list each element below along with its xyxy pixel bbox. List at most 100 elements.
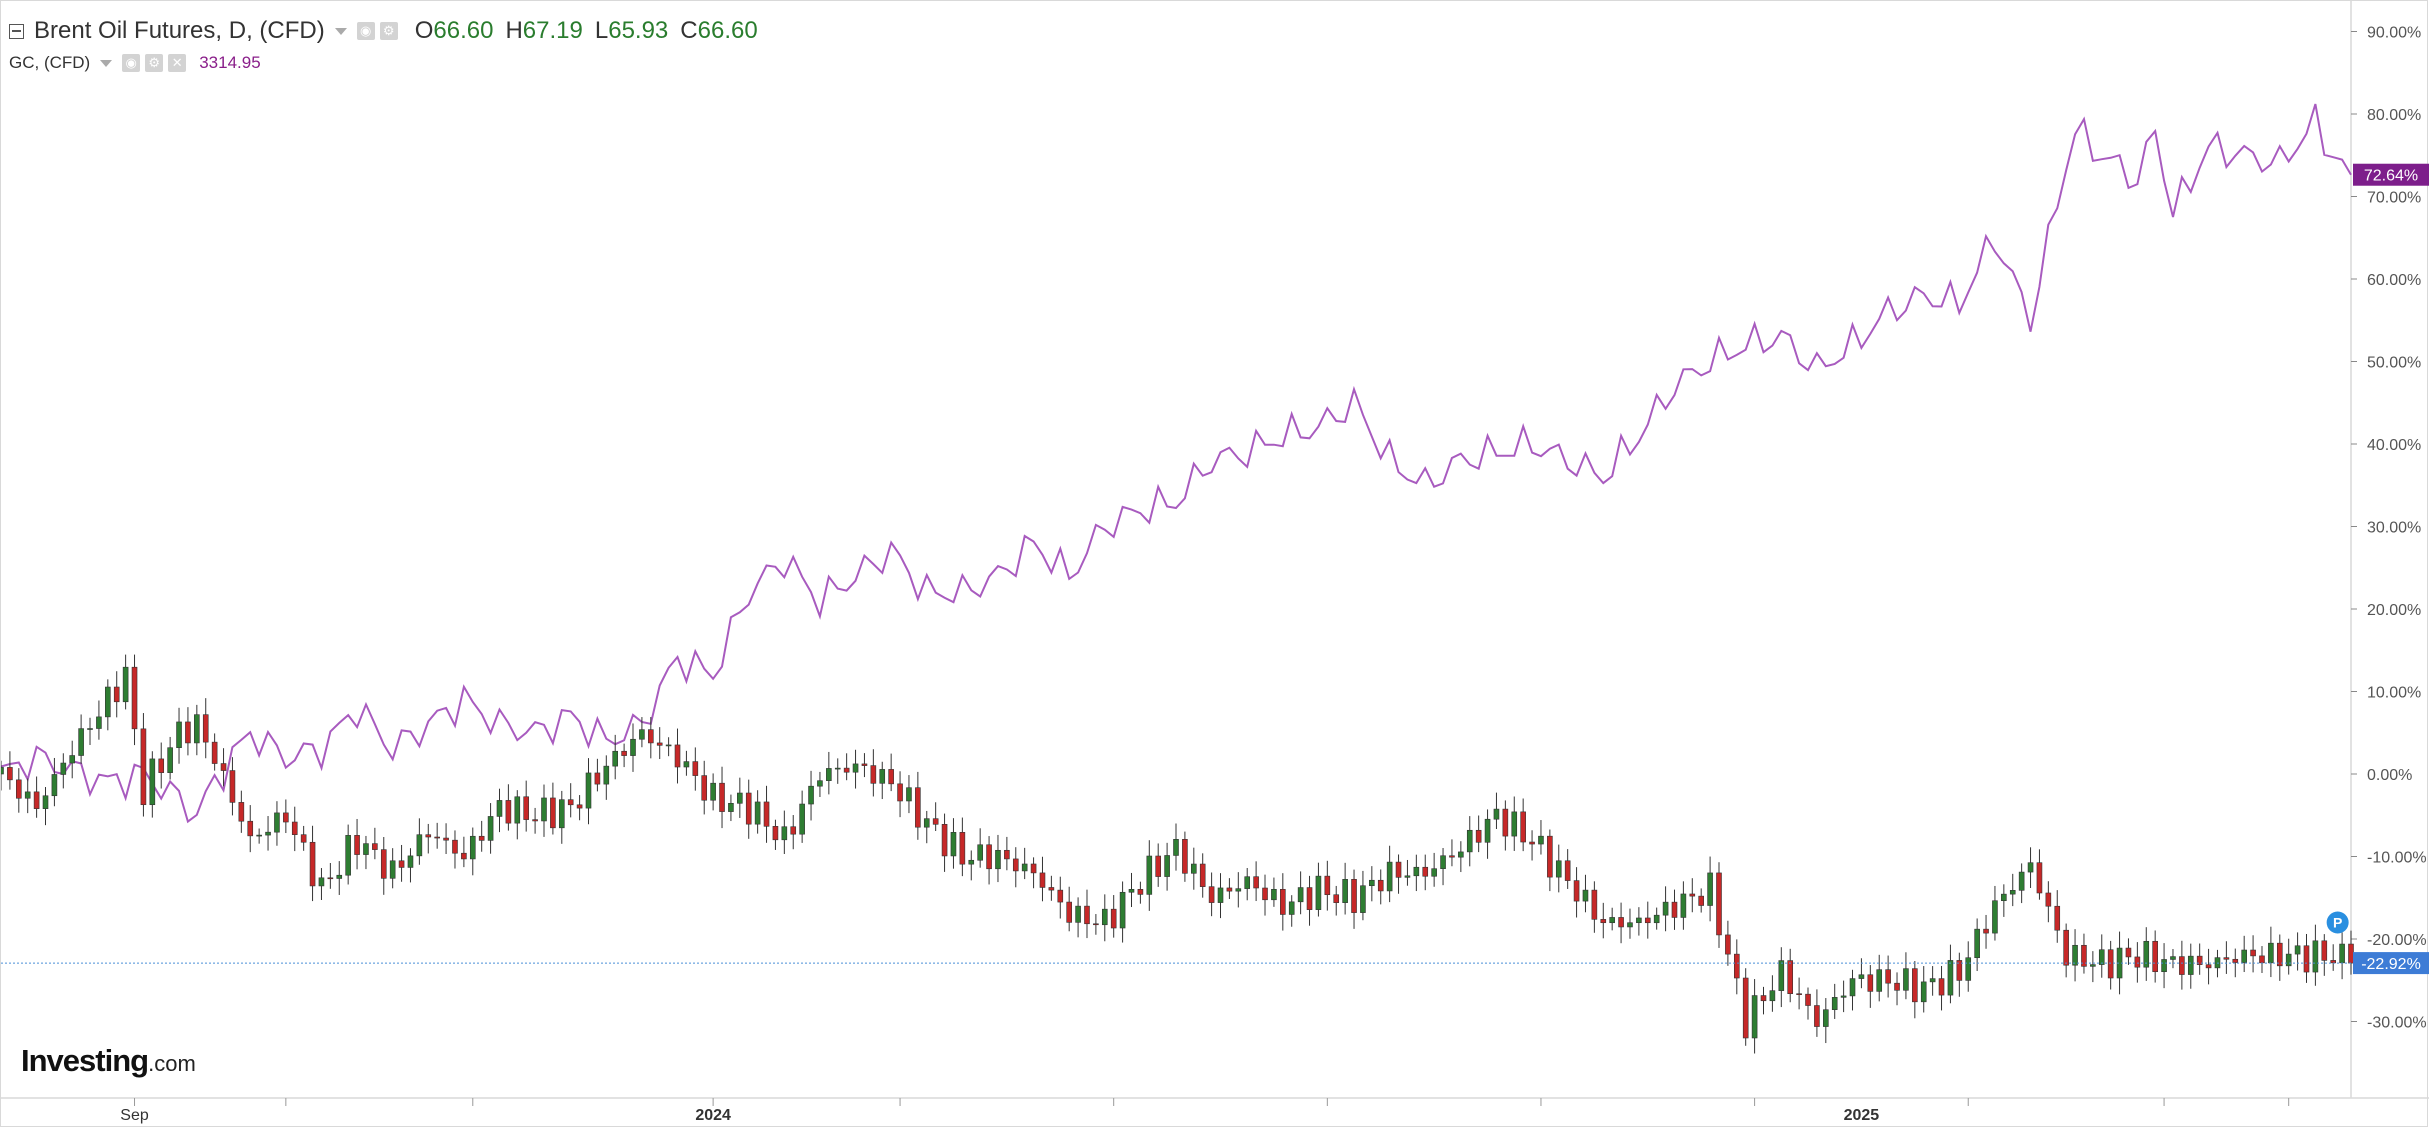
gc-value-badge: 72.64% <box>2364 168 2418 185</box>
ohlc-low-key: L <box>594 17 609 44</box>
candle-body <box>1110 908 1117 929</box>
candle-body <box>1271 888 1277 901</box>
candle-body <box>238 802 245 822</box>
candle-body <box>1627 922 1633 928</box>
candle-body <box>1600 919 1607 924</box>
candle-body <box>1413 866 1420 877</box>
candle-body <box>1965 957 1972 981</box>
candle-body <box>113 686 120 703</box>
candle-body <box>2045 892 2052 907</box>
candle-body <box>1199 863 1206 887</box>
candle-body <box>710 782 716 801</box>
candle-body <box>69 755 76 764</box>
gear-icon[interactable]: ⚙ <box>145 54 164 72</box>
candle-body <box>532 819 538 822</box>
candle-body <box>1128 889 1135 893</box>
candle-body <box>96 716 102 729</box>
candle-body <box>576 804 583 809</box>
candle-body <box>1983 928 1989 934</box>
candle-body <box>265 831 271 836</box>
candle-body <box>1244 876 1251 889</box>
gear-icon[interactable]: ⚙ <box>379 22 398 40</box>
candle-body <box>336 874 343 879</box>
candle-body <box>380 849 387 879</box>
chevron-down-icon[interactable] <box>100 59 113 67</box>
candle-body <box>665 744 672 747</box>
candle-body <box>541 797 547 822</box>
candle-body <box>1422 866 1429 877</box>
candle-body <box>870 765 877 784</box>
candle-body <box>1288 901 1295 915</box>
candle-body <box>318 877 325 887</box>
compare-symbol[interactable]: GC, (CFD) <box>9 53 91 72</box>
candle-body <box>283 812 289 823</box>
candle-body <box>826 768 832 781</box>
candle-body <box>1671 901 1678 918</box>
candle-body <box>2081 944 2087 967</box>
candle-body <box>950 832 957 857</box>
candle-body <box>327 877 334 880</box>
candle-body <box>51 774 58 797</box>
candle-body <box>2072 944 2078 966</box>
candle-body <box>2294 945 2301 955</box>
candle-body <box>1849 978 1856 997</box>
candle-body <box>1484 818 1491 843</box>
y-tick-label: 60.00% <box>2367 272 2421 289</box>
close-icon[interactable]: ✕ <box>168 54 187 72</box>
candle-body <box>1217 887 1224 903</box>
candle-body <box>2223 957 2230 960</box>
candle-body <box>1573 880 1580 902</box>
candle-body <box>1538 835 1544 845</box>
eye-icon[interactable]: ◉ <box>122 54 141 72</box>
candle-body <box>1084 905 1090 925</box>
collapse-legend-icon[interactable] <box>9 23 24 39</box>
candle-body <box>514 796 521 824</box>
candle-body <box>790 826 797 835</box>
candle-body <box>2018 871 2025 891</box>
candle-body <box>505 800 512 824</box>
candle-body <box>630 738 636 756</box>
candle-body <box>1 767 4 775</box>
candle-body <box>354 835 360 855</box>
candle-body <box>1030 863 1037 874</box>
candle-body <box>612 750 619 767</box>
eye-icon[interactable]: ◉ <box>356 22 375 40</box>
candle-body <box>1725 934 1731 955</box>
candle-body <box>1164 855 1170 877</box>
investing-logo: Investing.com <box>21 1043 196 1079</box>
candle-body <box>407 855 414 868</box>
y-tick-label: 0.00% <box>2367 767 2412 784</box>
candle-body <box>1377 879 1384 892</box>
candle-body <box>452 839 458 854</box>
candle-body <box>1956 960 1963 981</box>
candle-body <box>1360 885 1366 913</box>
candle-body <box>1342 879 1348 903</box>
candle-body <box>1449 855 1455 858</box>
legend-title[interactable]: Brent Oil Futures, D, (CFD) <box>34 17 325 44</box>
candle-body <box>122 666 129 703</box>
candle-body <box>2348 943 2354 964</box>
candle-body <box>674 744 681 768</box>
candle-body <box>1796 993 1802 996</box>
candle-body <box>2303 945 2310 973</box>
candle-body <box>888 769 894 785</box>
candle-body <box>1912 968 1918 1003</box>
candle-body <box>87 728 93 730</box>
candle-body <box>1929 978 1936 983</box>
candle-body <box>211 741 218 764</box>
candle-body <box>977 844 983 861</box>
candle-body <box>745 792 752 825</box>
candle-body <box>1644 917 1651 924</box>
chevron-down-icon[interactable] <box>334 27 347 35</box>
candle-body <box>1814 1005 1820 1027</box>
candle-body <box>1440 855 1446 869</box>
candle-body <box>2001 893 2007 902</box>
candle-body <box>2330 960 2336 964</box>
candle-body <box>906 787 912 802</box>
candle-body <box>2027 862 2034 873</box>
ohlc-open-value: 66.60 <box>433 17 494 44</box>
candle-body <box>33 791 40 809</box>
compare-value: 3314.95 <box>199 53 261 72</box>
candle-body <box>781 826 788 841</box>
